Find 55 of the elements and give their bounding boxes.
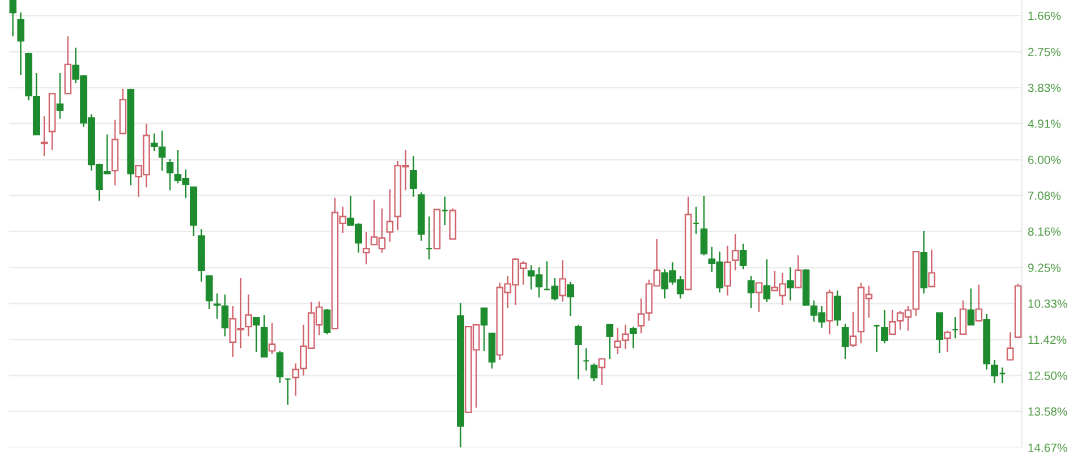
candlestick bbox=[990, 359, 999, 384]
candlestick bbox=[943, 329, 951, 353]
candlestick bbox=[598, 357, 606, 386]
candlestick bbox=[323, 308, 331, 336]
candlestick bbox=[731, 233, 739, 271]
candlestick bbox=[17, 11, 25, 76]
candlestick bbox=[1006, 331, 1014, 361]
candlestick bbox=[755, 282, 763, 313]
y-tick-label: 4.91% bbox=[1027, 119, 1061, 128]
candlestick bbox=[480, 307, 488, 352]
candlestick bbox=[559, 259, 567, 303]
candlestick bbox=[763, 258, 771, 303]
y-tick-label: 12.50% bbox=[1028, 371, 1068, 380]
candlestick bbox=[975, 284, 983, 322]
candlestick bbox=[386, 188, 394, 243]
y-tick-label: 13.58% bbox=[1028, 407, 1068, 416]
candlestick bbox=[724, 244, 732, 297]
candlestick bbox=[881, 309, 889, 344]
candlestick bbox=[928, 248, 936, 288]
candlestick bbox=[794, 254, 802, 289]
candlestick bbox=[841, 322, 849, 360]
candlestick bbox=[9, 0, 17, 37]
candlestick bbox=[833, 289, 841, 327]
candlestick bbox=[268, 322, 276, 355]
candlestick bbox=[409, 155, 417, 198]
candlestick bbox=[849, 311, 857, 348]
candlestick bbox=[244, 293, 253, 338]
candlestick bbox=[574, 323, 582, 380]
candlestick bbox=[566, 281, 574, 317]
candlestick bbox=[40, 115, 48, 157]
y-tick-label: 11.42% bbox=[1028, 335, 1067, 344]
candlestick bbox=[276, 350, 284, 384]
y-tick-label: 3.83% bbox=[1028, 83, 1061, 93]
candlestick bbox=[56, 72, 64, 120]
y-tick-label: 14.67% bbox=[1028, 443, 1068, 452]
candlestick bbox=[967, 287, 975, 326]
candlestick bbox=[166, 158, 174, 191]
y-tick-label: 2.75% bbox=[1028, 47, 1061, 57]
y-tick-label: 9.25% bbox=[1028, 263, 1061, 272]
candlestick bbox=[362, 231, 370, 265]
candlestick bbox=[739, 242, 747, 270]
y-tick-label: 8.16% bbox=[1028, 227, 1061, 236]
y-tick-label: 6.00% bbox=[1028, 155, 1061, 165]
y-tick-label: 7.08% bbox=[1028, 191, 1061, 200]
candlestick bbox=[629, 325, 637, 349]
candlestick bbox=[292, 362, 300, 397]
y-tick-label: 10.33% bbox=[1028, 299, 1068, 308]
candlestick bbox=[614, 326, 622, 355]
candlestick bbox=[888, 309, 896, 336]
candlestick bbox=[252, 316, 260, 353]
y-tick-label: 1.66% bbox=[1028, 11, 1061, 20]
candlestick bbox=[621, 323, 629, 350]
candlestick bbox=[747, 275, 755, 309]
candlestick bbox=[786, 266, 794, 302]
candlestick bbox=[606, 322, 614, 360]
